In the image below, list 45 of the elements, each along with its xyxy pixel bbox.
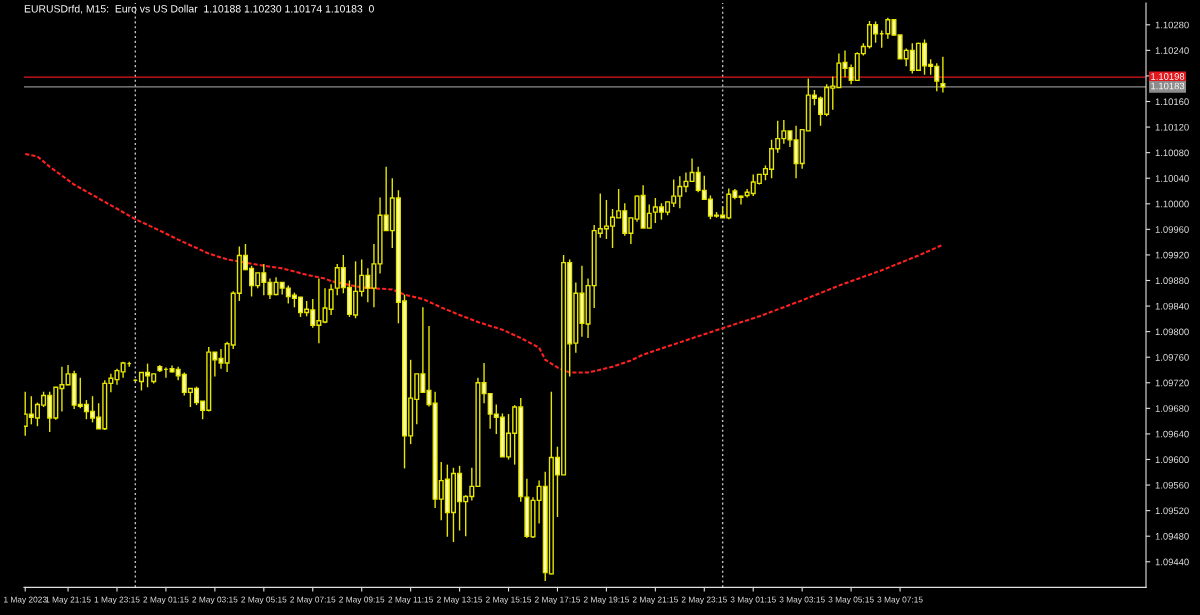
ref-line-label: 1.10183 [1151,82,1185,90]
y-tick-label: 1.09920 [1155,251,1189,259]
y-tick-label: 1.09840 [1155,302,1189,310]
x-tick-label: 3 May 01:15 [730,596,776,605]
x-tick-label: 2 May 11:15 [388,596,433,605]
y-tick-label: 1.09720 [1155,379,1189,387]
y-tick-label: 1.09680 [1155,405,1189,412]
chart-title: EURUSDrfd, M15: Euro vs US Dollar 1.10188 1.10230 1.10174 1.10183 0 [24,4,374,14]
x-tick-label: 3 May 05:15 [828,596,874,605]
y-tick-label: 1.10120 [1155,123,1189,131]
x-tick-label: 1 May 2023 [4,596,47,605]
x-tick-label: 3 May 07:15 [877,596,923,605]
y-tick-label: 1.10040 [1155,175,1189,182]
x-tick-label: 2 May 15:15 [486,596,532,605]
x-tick-label: 2 May 21:15 [632,596,678,605]
y-tick-label: 1.09440 [1155,558,1189,566]
y-tick-label: 1.09520 [1155,507,1189,515]
y-tick-label: 1.09960 [1155,226,1189,233]
x-tick-label: 1 May 23:15 [94,596,140,605]
y-tick-label: 1.09560 [1155,481,1189,489]
candlestick [940,56,946,94]
y-tick-label: 1.09600 [1155,456,1189,463]
x-tick-label: 2 May 13:15 [437,596,483,605]
x-tick-label: 2 May 09:15 [339,596,385,605]
x-tick-label: 2 May 05:15 [241,596,287,605]
x-tick-label: 2 May 19:15 [583,596,629,605]
y-tick-label: 1.09800 [1155,328,1189,336]
y-tick-label: 1.10000 [1155,200,1189,208]
line-series [24,152,944,374]
x-tick-label: 2 May 17:15 [534,596,581,605]
y-tick-label: 1.10280 [1155,21,1189,29]
x-tick-label: 3 May 03:15 [779,596,825,605]
ref-line-label: 1.10198 [1151,73,1185,80]
y-tick-label: 1.10240 [1155,47,1189,54]
x-tick-label: 2 May 01:15 [143,596,189,605]
x-tick-label: 2 May 07:15 [290,596,336,605]
x-tick-label: 1 May 21:15 [45,596,91,605]
y-tick-label: 1.09640 [1155,430,1189,438]
y-tick-label: 1.09880 [1155,277,1189,285]
y-tick-label: 1.09480 [1155,533,1189,540]
y-tick-label: 1.10160 [1155,98,1189,106]
x-tick-label: 2 May 23:15 [681,596,727,605]
y-tick-label: 1.10080 [1155,149,1189,157]
y-tick-label: 1.09760 [1155,354,1189,361]
x-tick-label: 2 May 03:15 [192,596,238,605]
